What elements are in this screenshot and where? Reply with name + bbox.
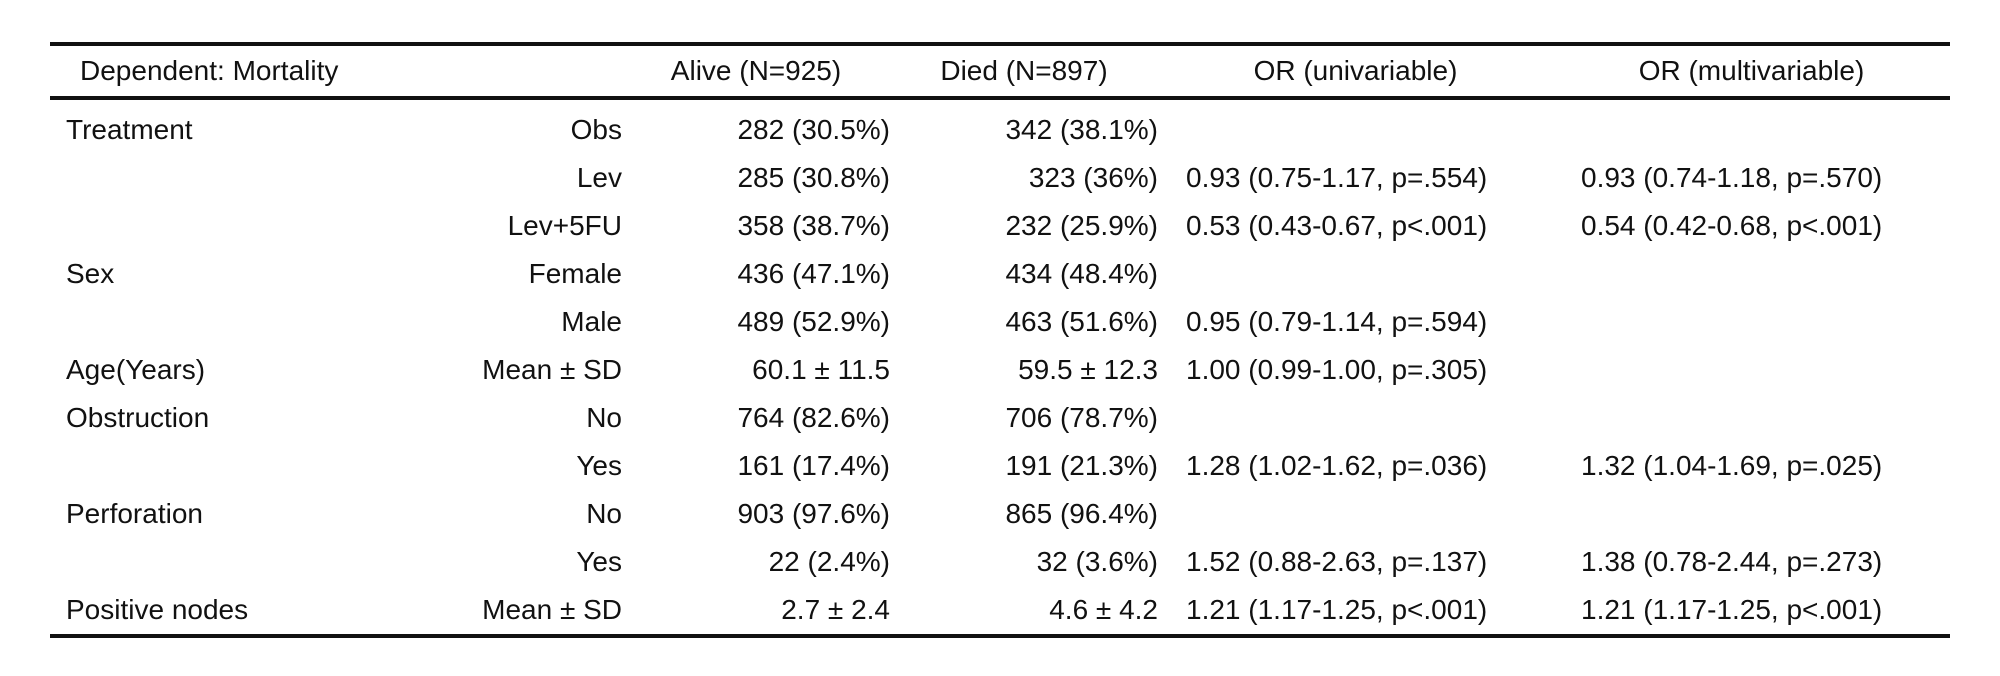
died-cell: 434 (48.4%) — [1005, 258, 1158, 289]
alive-cell: 903 (97.6%) — [737, 498, 890, 529]
table-row: Treatment Obs 282 (30.5%) 342 (38.1%) — [50, 98, 1950, 154]
level-cell: Yes — [576, 450, 622, 481]
or-univariable-cell: 1.21 (1.17-1.25, p<.001) — [1186, 594, 1488, 625]
alive-cell: 60.1 ± 11.5 — [752, 354, 890, 385]
or-multivariable-cell — [1553, 250, 1950, 298]
table-row: Age(Years) Mean ± SD 60.1 ± 11.5 59.5 ± 12.… — [50, 346, 1950, 394]
or-multivariable-cell: 1.38 (0.78-2.44, p=.273) — [1581, 546, 1883, 577]
level-cell: No — [586, 402, 622, 433]
or-multivariable-cell: 0.54 (0.42-0.68, p<.001) — [1581, 210, 1883, 241]
or-univariable-cell: 1.28 (1.02-1.62, p=.036) — [1186, 450, 1488, 481]
died-cell: 32 (3.6%) — [1036, 546, 1158, 577]
variable-cell — [50, 538, 250, 586]
or-univariable-cell — [1158, 394, 1553, 442]
alive-cell: 358 (38.7%) — [737, 210, 890, 241]
died-cell: 865 (96.4%) — [1005, 498, 1158, 529]
table-row: Yes 161 (17.4%) 191 (21.3%) 1.28 (1.02-1.62… — [50, 442, 1950, 490]
variable-cell — [50, 442, 250, 490]
or-univariable-cell — [1158, 98, 1553, 154]
or-univariable-cell: 1.52 (0.88-2.63, p=.137) — [1186, 546, 1488, 577]
level-cell: Lev — [576, 162, 622, 193]
died-cell: 323 (36%) — [1028, 162, 1158, 193]
table-body: Treatment Obs 282 (30.5%) 342 (38.1%) Lev 285… — [50, 98, 1950, 636]
level-cell: Male — [561, 306, 622, 337]
header-dependent: Dependent: Mortality — [80, 55, 339, 86]
died-cell: 463 (51.6%) — [1005, 306, 1158, 337]
or-univariable-cell: 0.95 (0.79-1.14, p=.594) — [1186, 306, 1488, 337]
variable-cell: Positive nodes — [66, 594, 249, 625]
variable-cell: Perforation — [66, 498, 203, 529]
or-multivariable-cell — [1553, 490, 1950, 538]
header-alive: Alive (N=925) — [670, 55, 842, 86]
results-table: Dependent: Mortality Alive (N=925) Died … — [50, 42, 1950, 638]
or-multivariable-cell — [1553, 98, 1950, 154]
or-multivariable-cell — [1553, 298, 1950, 346]
level-cell: Yes — [576, 546, 622, 577]
alive-cell: 282 (30.5%) — [737, 114, 890, 145]
variable-cell: Obstruction — [66, 402, 210, 433]
variable-cell — [50, 154, 250, 202]
alive-cell: 22 (2.4%) — [768, 546, 890, 577]
variable-cell: Treatment — [66, 114, 193, 145]
table-row: Yes 22 (2.4%) 32 (3.6%) 1.52 (0.88-2.63, p=… — [50, 538, 1950, 586]
regression-table: Dependent: Mortality Alive (N=925) Died … — [50, 42, 1950, 638]
level-cell: Mean ± SD — [482, 354, 622, 385]
header-row: Dependent: Mortality Alive (N=925) Died … — [50, 44, 1950, 98]
died-cell: 342 (38.1%) — [1005, 114, 1158, 145]
or-multivariable-cell — [1553, 394, 1950, 442]
alive-cell: 436 (47.1%) — [737, 258, 890, 289]
variable-cell: Age(Years) — [66, 354, 206, 385]
alive-cell: 2.7 ± 2.4 — [781, 594, 890, 625]
alive-cell: 285 (30.8%) — [737, 162, 890, 193]
died-cell: 59.5 ± 12.3 — [1018, 354, 1158, 385]
or-multivariable-cell: 0.93 (0.74-1.18, p=.570) — [1581, 162, 1883, 193]
or-multivariable-cell — [1553, 346, 1950, 394]
table-row: Perforation No 903 (97.6%) 865 (96.4%) — [50, 490, 1950, 538]
or-univariable-cell: 0.53 (0.43-0.67, p<.001) — [1186, 210, 1488, 241]
or-multivariable-cell: 1.21 (1.17-1.25, p<.001) — [1581, 594, 1883, 625]
header-died: Died (N=897) — [940, 55, 1108, 86]
table-row: Positive nodes Mean ± SD 2.7 ± 2.4 4.6 ± 4.… — [50, 586, 1950, 636]
level-cell: Lev+5FU — [507, 210, 622, 241]
table-row: Male 489 (52.9%) 463 (51.6%) 0.95 (0.79-1.1… — [50, 298, 1950, 346]
variable-cell — [50, 298, 250, 346]
died-cell: 232 (25.9%) — [1005, 210, 1158, 241]
table-row: Obstruction No 764 (82.6%) 706 (78.7%) — [50, 394, 1950, 442]
header-or-univariable: OR (univariable) — [1253, 55, 1458, 86]
variable-cell: Sex — [66, 258, 115, 289]
level-cell: Mean ± SD — [482, 594, 622, 625]
died-cell: 191 (21.3%) — [1005, 450, 1158, 481]
level-cell: No — [586, 498, 622, 529]
table-row: Sex Female 436 (47.1%) 434 (48.4%) — [50, 250, 1950, 298]
died-cell: 706 (78.7%) — [1005, 402, 1158, 433]
alive-cell: 764 (82.6%) — [737, 402, 890, 433]
died-cell: 4.6 ± 4.2 — [1049, 594, 1158, 625]
alive-cell: 161 (17.4%) — [737, 450, 890, 481]
table-row: Lev 285 (30.8%) 323 (36%) 0.93 (0.75-1.17, … — [50, 154, 1950, 202]
level-cell: Obs — [570, 114, 622, 145]
or-univariable-cell — [1158, 250, 1553, 298]
or-univariable-cell — [1158, 490, 1553, 538]
header-or-multivariable: OR (multivariable) — [1638, 55, 1865, 86]
level-cell: Female — [528, 258, 622, 289]
or-multivariable-cell: 1.32 (1.04-1.69, p=.025) — [1581, 450, 1883, 481]
or-univariable-cell: 1.00 (0.99-1.00, p=.305) — [1186, 354, 1488, 385]
variable-cell — [50, 202, 250, 250]
or-univariable-cell: 0.93 (0.75-1.17, p=.554) — [1186, 162, 1488, 193]
alive-cell: 489 (52.9%) — [737, 306, 890, 337]
table-row: Lev+5FU 358 (38.7%) 232 (25.9%) 0.53 (0.43-… — [50, 202, 1950, 250]
